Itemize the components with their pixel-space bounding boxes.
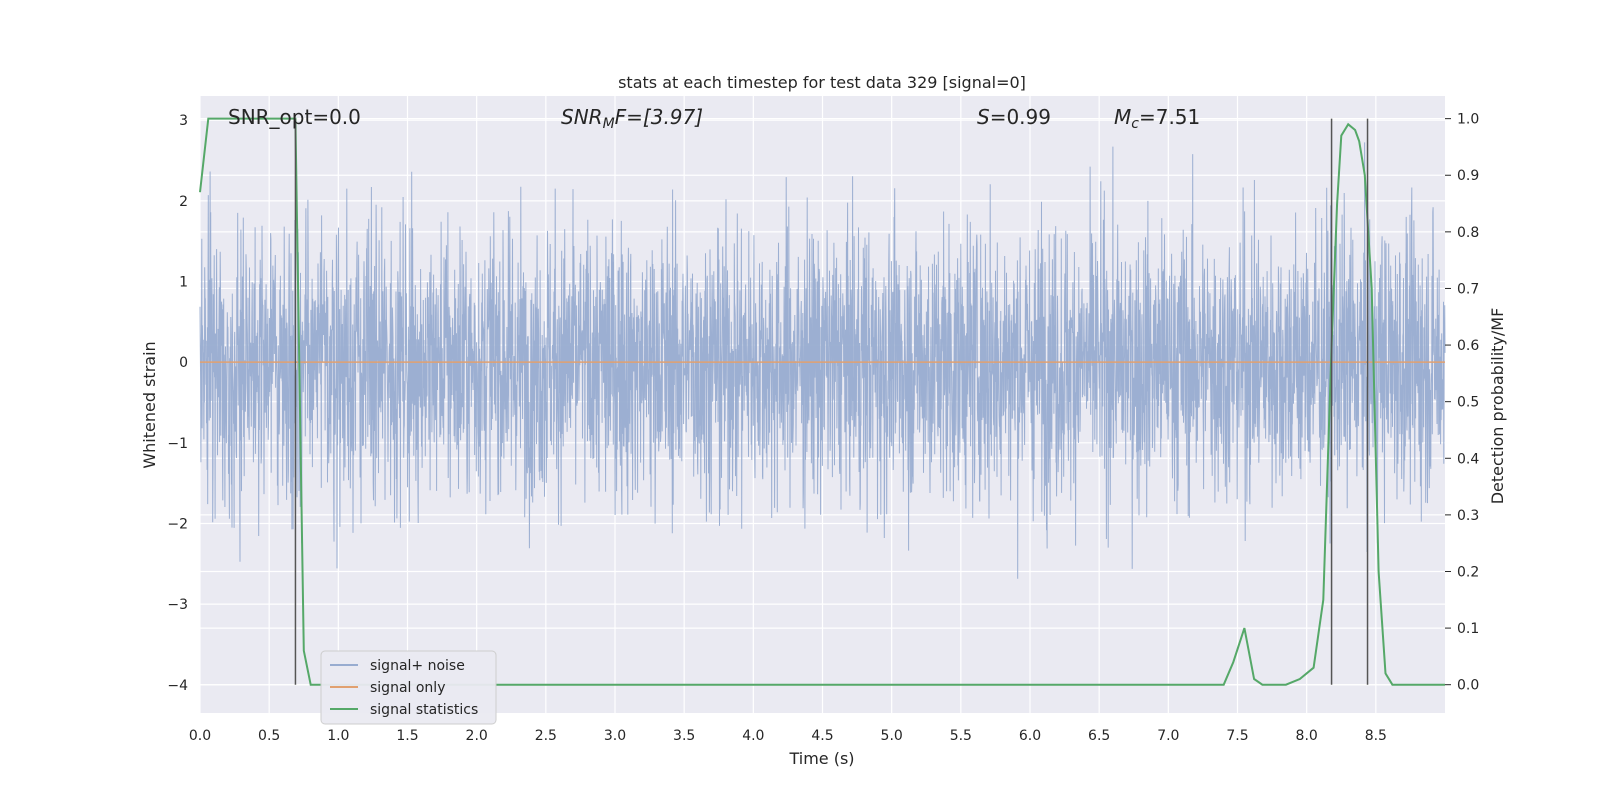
annotation-mc-rest: =7.51	[1139, 105, 1200, 129]
x-tick-4: 2.0	[466, 728, 488, 744]
annotation-snr-mf-sub: M	[603, 116, 615, 132]
y-tick-labels: 3 2 1 0 −1 −2 −3 −4	[167, 113, 188, 694]
y-right-tick-2: 0.8	[1457, 225, 1479, 241]
x-tick-0: 0.0	[189, 728, 211, 744]
annotation-snr-mf-rest: F=[3.97]	[615, 105, 703, 129]
y-tick-6: −3	[167, 597, 188, 613]
y-axis-label: Whitened strain	[140, 341, 159, 468]
x-tick-11: 5.5	[950, 728, 972, 744]
x-tick-3: 1.5	[396, 728, 418, 744]
y-right-tick-5: 0.5	[1457, 395, 1479, 411]
y-tick-5: −2	[167, 516, 188, 532]
x-tick-13: 6.5	[1088, 728, 1110, 744]
annotation-mc-main: M	[1114, 105, 1131, 129]
legend-box	[320, 650, 497, 725]
x-axis-label: Time (s)	[788, 749, 854, 768]
y-right-tick-labels: 1.0 0.9 0.8 0.7 0.6 0.5 0.4 0.3 0.2 0.1 0.0	[1445, 112, 1479, 694]
y-tick-7: −4	[167, 678, 188, 694]
x-tick-2: 1.0	[327, 728, 349, 744]
y-right-axis-label: Detection probability/MF	[1488, 308, 1507, 505]
x-tick-16: 8.0	[1296, 728, 1318, 744]
y-right-tick-4: 0.6	[1457, 338, 1479, 354]
annotation-mc-sub: c	[1131, 116, 1139, 132]
y-tick-3: 0	[179, 355, 188, 371]
annotation-snr-opt: SNR_opt=0.0	[228, 105, 361, 129]
annotation-snr-mf-main: SNR	[561, 105, 603, 129]
y-right-tick-8: 0.2	[1457, 564, 1479, 580]
x-tick-9: 4.5	[811, 728, 833, 744]
x-tick-12: 6.0	[1019, 728, 1041, 744]
annotation-mc: Mc=7.51	[1114, 105, 1200, 132]
series-signal-noise	[199, 142, 1446, 579]
x-tick-labels: 0.0 0.5 1.0 1.5 2.0 2.5 3.0 3.5 4.0 4.5 5.0 5.5 6.0 6…	[189, 728, 1387, 744]
noise-trace	[199, 142, 1446, 579]
y-tick-1: 2	[179, 194, 188, 210]
x-tick-6: 3.0	[604, 728, 626, 744]
legend-label-signal-only: signal only	[370, 680, 445, 696]
x-tick-1: 0.5	[258, 728, 280, 744]
y-right-tick-7: 0.3	[1457, 508, 1479, 524]
legend: signal+ noise signal only signal statist…	[320, 650, 497, 725]
legend-label-signal-noise: signal+ noise	[370, 658, 465, 674]
y-tick-2: 1	[179, 275, 188, 291]
chart-title: stats at each timestep for test data 329…	[618, 73, 1026, 92]
series-signal-statistics	[199, 117, 1445, 686]
y-tick-4: −1	[167, 436, 188, 452]
y-tick-0: 3	[179, 113, 188, 129]
y-right-tick-0: 1.0	[1457, 112, 1479, 128]
x-tick-5: 2.5	[535, 728, 557, 744]
x-tick-8: 4.0	[742, 728, 764, 744]
annotation-s-main: S	[977, 105, 990, 129]
x-tick-14: 7.0	[1157, 728, 1179, 744]
x-tick-10: 5.0	[881, 728, 903, 744]
x-tick-7: 3.5	[673, 728, 695, 744]
x-tick-17: 8.5	[1365, 728, 1387, 744]
y-right-tick-3: 0.7	[1457, 281, 1479, 297]
y-right-tick-10: 0.0	[1457, 678, 1479, 694]
x-tick-15: 7.5	[1226, 728, 1248, 744]
y-right-tick-1: 0.9	[1457, 168, 1479, 184]
legend-label-signal-statistics: signal statistics	[370, 702, 478, 718]
annotation-s-rest: =0.99	[990, 105, 1051, 129]
y-right-tick-9: 0.1	[1457, 621, 1479, 637]
annotation-s: S=0.99	[977, 105, 1051, 129]
y-right-tick-6: 0.4	[1457, 451, 1479, 467]
vertical-markers	[294, 118, 1369, 685]
annotation-snr-mf: SNRMF=[3.97]	[561, 105, 703, 132]
